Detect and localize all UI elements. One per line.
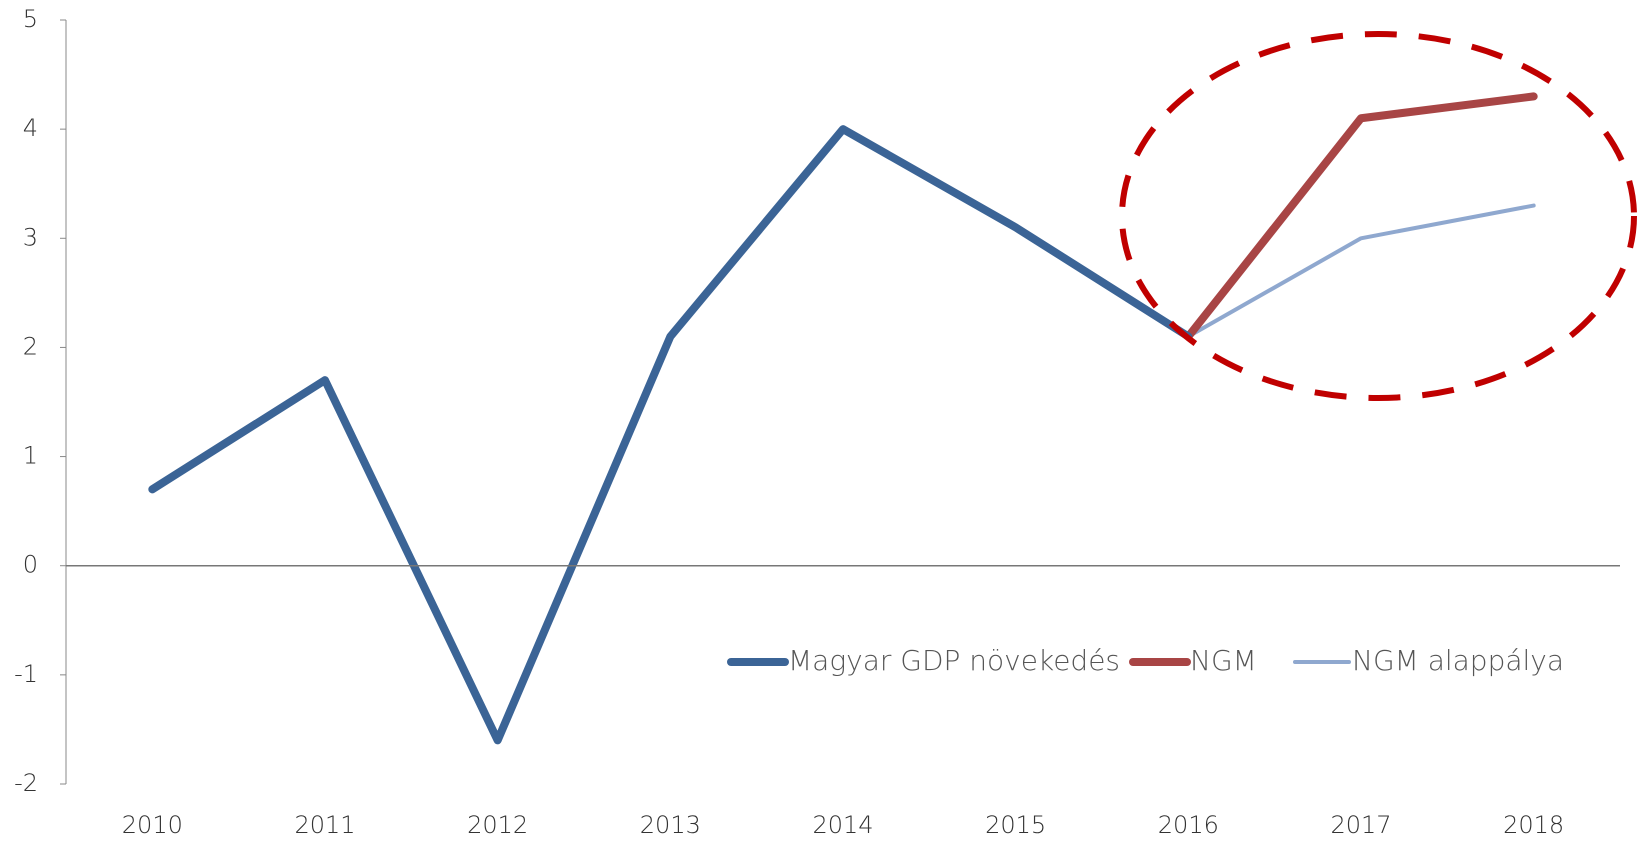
series-line — [148, 125, 1193, 745]
x-tick-label: 2014 — [812, 811, 873, 839]
x-tick-label: 2010 — [122, 811, 183, 839]
y-tick-label: -1 — [14, 660, 38, 688]
legend-label: NGM — [1190, 644, 1257, 677]
x-tick-label: 2016 — [1158, 811, 1219, 839]
legend-label: Magyar GDP növekedés — [788, 644, 1120, 677]
series-line — [1184, 92, 1538, 341]
y-tick-label: 1 — [23, 442, 38, 470]
y-tick-label: 3 — [23, 223, 38, 251]
y-tick-label: 4 — [23, 114, 38, 142]
y-tick-label: 2 — [23, 332, 38, 360]
x-tick-label: 2013 — [640, 811, 701, 839]
x-tick-label: 2015 — [985, 811, 1046, 839]
x-tick-label: 2012 — [467, 811, 528, 839]
highlight-ellipse — [1119, 31, 1637, 401]
legend-label: NGM alappálya — [1352, 644, 1564, 677]
series-line — [1186, 203, 1536, 339]
y-tick-label: -2 — [14, 769, 38, 797]
x-tick-label: 2011 — [294, 811, 355, 839]
y-tick-label: 0 — [23, 551, 38, 579]
y-tick-label: 5 — [23, 5, 38, 33]
x-tick-label: 2017 — [1330, 811, 1391, 839]
x-tick-label: 2018 — [1503, 811, 1564, 839]
